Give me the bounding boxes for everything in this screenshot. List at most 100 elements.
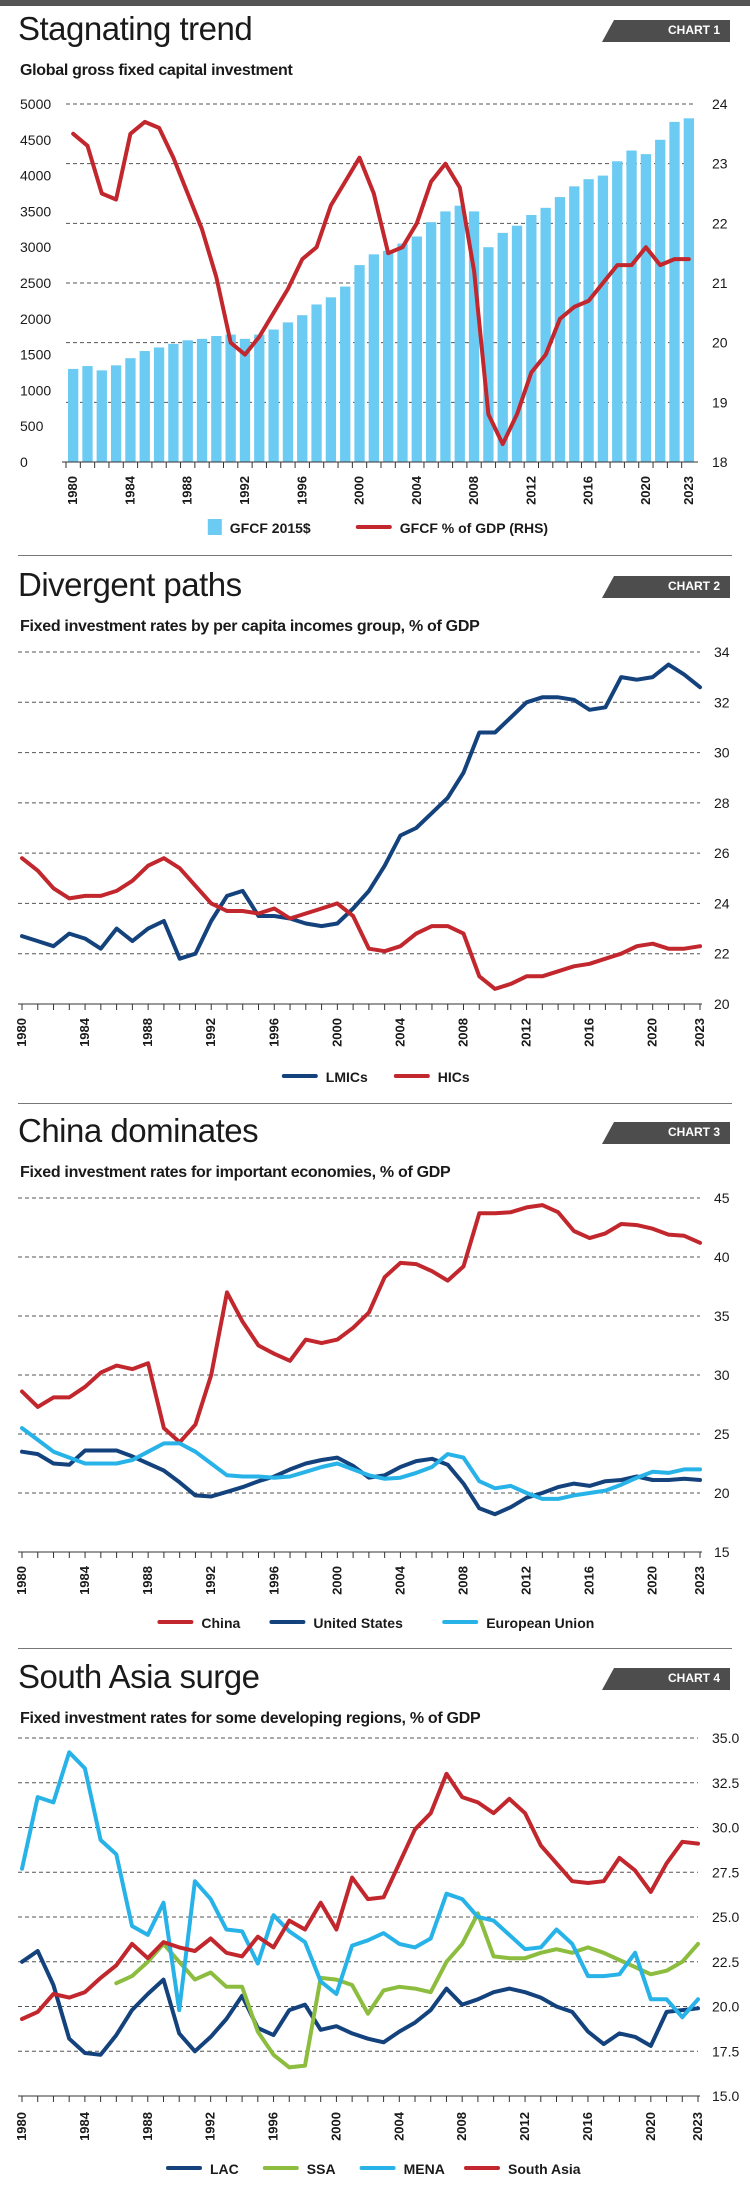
y-tick-label: 26	[714, 845, 730, 861]
series-line	[20, 1426, 702, 1501]
chart-panel: South Asia surge Fixed investment rates …	[0, 1654, 750, 2186]
bar	[211, 335, 222, 462]
x-axis: 1980 1984 1988 1992 1996 2000 2004 2008 2012 2016…	[14, 1003, 707, 1047]
x-tick-label: 2000	[329, 1566, 344, 1595]
legend-label: GFCF 2015$	[230, 520, 311, 536]
y-tick-label: 15.0	[712, 2088, 739, 2104]
bar	[311, 304, 322, 462]
chart-subtitle: Fixed investment rates by per capita inc…	[20, 618, 480, 635]
bar	[182, 340, 193, 462]
bar	[125, 358, 136, 462]
chart-plot: 1980 1984 1988 1992 1996 2000 2004 2008 2012 2016…	[20, 96, 728, 536]
chart-tag: CHART 3	[602, 1122, 730, 1144]
x-tick-label: 1996	[294, 476, 309, 505]
bar	[225, 334, 236, 462]
bar	[640, 154, 652, 462]
y-tick-label: 34	[714, 644, 730, 660]
bar	[110, 365, 122, 462]
bar	[569, 186, 580, 462]
x-axis: 1980 1984 1988 1992 1996 2000 2004 2008 2012 2016…	[14, 1551, 707, 1595]
chart-plot: 1980 1984 1988 1992 1996 2000 2004 2008 2012 2016…	[14, 1730, 739, 2177]
chart-title: Divergent paths	[18, 566, 242, 603]
x-tick-label: 1992	[203, 1018, 218, 1047]
y-tick-label: 35.0	[712, 1730, 739, 1746]
x-tick-label: 1980	[14, 2112, 29, 2141]
divider	[18, 1103, 732, 1104]
x-tick-label: 2004	[392, 1017, 407, 1047]
top-rule	[0, 0, 750, 6]
gridlines	[18, 1737, 698, 2052]
y2-tick-label: 19	[712, 394, 728, 410]
bar	[425, 222, 437, 462]
bar	[325, 297, 337, 462]
x-tick-label: 2012	[523, 476, 538, 505]
y-tick-label: 25.0	[712, 1909, 739, 1925]
y2-tick-label: 18	[712, 454, 728, 470]
bar	[397, 243, 408, 462]
x-tick-label: 2016	[581, 476, 596, 505]
y-tick-label: 5000	[20, 96, 51, 112]
x-tick-label: 2020	[643, 2112, 658, 2141]
series-line	[20, 856, 702, 991]
x-tick-label: 2004	[409, 475, 424, 505]
series-line	[71, 119, 691, 447]
divider	[18, 555, 732, 556]
bar	[497, 232, 508, 462]
chart-tag: CHART 1	[602, 20, 730, 42]
y-tick-label: 1000	[20, 382, 51, 398]
y2-tick-label: 22	[712, 215, 728, 231]
y-tick-label: 20	[714, 996, 730, 1012]
y-tick-label: 32.5	[712, 1775, 739, 1791]
legend-label: HICs	[438, 1069, 470, 1085]
bar	[526, 214, 537, 462]
bar	[612, 161, 623, 462]
legend-label: MENA	[404, 2161, 445, 2177]
chart-subtitle: Fixed investment rates for some developi…	[20, 1710, 481, 1727]
legend-label: South Asia	[508, 2161, 581, 2177]
x-tick-label: 2004	[391, 2111, 406, 2141]
x-tick-label: 1988	[140, 2112, 155, 2141]
bar	[82, 366, 93, 462]
chart-subtitle: Fixed investment rates for important eco…	[20, 1164, 451, 1181]
x-tick-label: 2008	[455, 1566, 470, 1595]
x-tick-label: 1984	[77, 1565, 92, 1595]
chart-title: China dominates	[18, 1112, 259, 1149]
y-tick-label: 3000	[20, 239, 51, 255]
chart-tag: CHART 2	[602, 576, 730, 598]
y-tick-label: 4500	[20, 132, 51, 148]
x-tick-label: 2023	[681, 476, 696, 505]
y-tick-label: 4000	[20, 168, 51, 184]
x-tick-label: 1996	[266, 2112, 281, 2141]
bar	[383, 250, 394, 462]
y-tick-label: 2000	[20, 311, 51, 327]
y-tick-label: 30	[714, 745, 730, 761]
x-tick-label: 1980	[65, 476, 80, 505]
legend: China United States European Union	[157, 1615, 594, 1631]
bar	[297, 315, 308, 462]
chart-panel: China dominates Fixed investment rates f…	[0, 1108, 750, 1648]
x-tick-label: 2000	[352, 476, 367, 505]
x-tick-label: 1992	[237, 476, 252, 505]
bar	[254, 334, 265, 462]
series-line	[20, 662, 702, 961]
x-tick-label: 2016	[582, 1018, 597, 1047]
x-tick-label: 1980	[14, 1018, 29, 1047]
chart-tag-label: CHART 2	[667, 579, 720, 593]
x-tick-label: 1988	[140, 1018, 155, 1047]
y-tick-label: 25	[714, 1426, 730, 1442]
bar	[96, 370, 107, 462]
y-tick-label: 3500	[20, 203, 51, 219]
x-tick-label: 2000	[329, 1018, 344, 1047]
bar	[239, 338, 251, 462]
x-tick-label: 2012	[519, 1018, 534, 1047]
x-tick-label: 1980	[14, 1566, 29, 1595]
legend: GFCF 2015$ GFCF % of GDP (RHS)	[207, 519, 548, 536]
x-tick-label: 2008	[455, 1018, 470, 1047]
y-tick-label: 28	[714, 795, 730, 811]
bar	[597, 175, 609, 462]
series-line	[20, 1750, 700, 2020]
y-tick-label: 27.5	[712, 1864, 739, 1880]
x-tick-label: 2020	[645, 1566, 660, 1595]
legend-label: GFCF % of GDP (RHS)	[400, 520, 548, 536]
legend-label: China	[201, 1615, 240, 1631]
